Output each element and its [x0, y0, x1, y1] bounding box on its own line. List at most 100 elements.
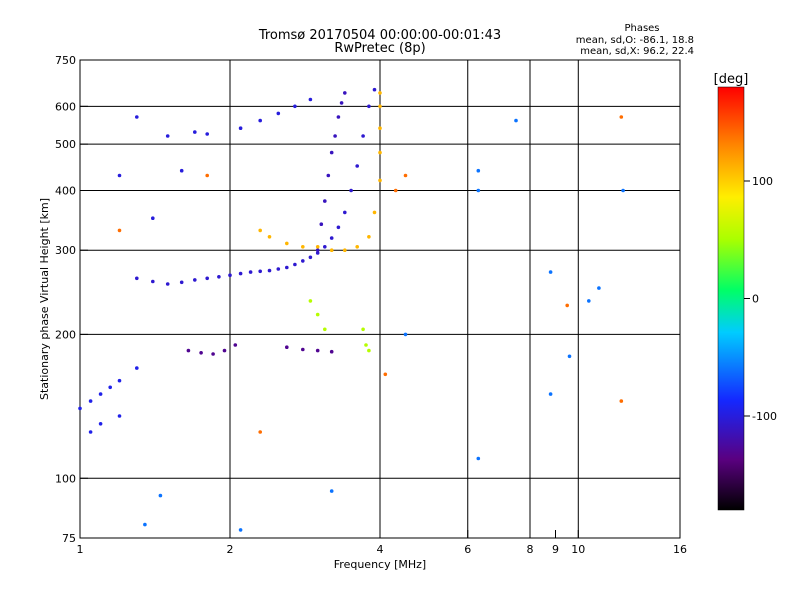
data-point [343, 248, 347, 252]
data-point [276, 267, 281, 271]
data-point [378, 104, 382, 109]
data-point [165, 282, 170, 286]
data-point [88, 399, 93, 403]
data-point [329, 150, 334, 155]
data-point [621, 188, 625, 193]
data-point [258, 118, 263, 123]
data-point [367, 235, 371, 239]
x-tick-label: 1 [77, 543, 84, 556]
x-tick-label: 6 [464, 543, 471, 556]
data-point [117, 414, 122, 418]
data-point [329, 349, 334, 354]
data-point [258, 228, 263, 233]
data-point [355, 245, 360, 249]
data-point [367, 104, 371, 109]
data-point [403, 332, 408, 337]
x-tick-label: 8 [527, 543, 534, 556]
data-point [476, 188, 481, 193]
grid-layer [80, 60, 680, 538]
data-point [355, 164, 360, 168]
data-point [135, 276, 139, 281]
x-tick-label: 9 [552, 543, 559, 556]
data-point [238, 126, 243, 130]
data-point [117, 173, 122, 178]
data-point [135, 366, 139, 370]
x-tick-label: 4 [377, 543, 384, 556]
chart-title-line1: Tromsø 20170504 00:00:00-00:01:43 [258, 28, 501, 43]
data-point [117, 378, 122, 383]
data-point [293, 262, 297, 267]
data-point [285, 345, 289, 350]
data-point [378, 91, 382, 95]
data-point [548, 392, 553, 396]
colorbar-tick-label: 100 [752, 175, 773, 188]
data-point [117, 228, 122, 233]
data-point [319, 222, 324, 226]
colorbar-tick-label: 0 [752, 293, 759, 306]
y-axis-label: Stationary phase Virtual Height [km] [38, 198, 51, 400]
data-point [315, 248, 320, 252]
data-point [323, 327, 327, 332]
data-point [98, 422, 103, 426]
data-point [301, 245, 305, 249]
data-point [211, 352, 215, 356]
phases-line-x: mean, sd,X: 96.2, 22.4 [580, 46, 694, 57]
data-point [135, 115, 139, 119]
data-point [248, 270, 253, 274]
data-point [315, 348, 320, 353]
data-point [179, 168, 184, 173]
data-point [315, 245, 320, 249]
data-point [336, 225, 341, 230]
y-tick-label: 500 [55, 138, 76, 151]
data-point [339, 101, 344, 105]
colorbar-tick-label: -100 [752, 410, 777, 423]
data-point [238, 271, 243, 276]
data-point [293, 104, 297, 109]
data-point [323, 199, 327, 203]
data-point [361, 134, 365, 138]
data-point [361, 327, 365, 332]
data-point [151, 279, 155, 284]
data-point [514, 118, 518, 123]
data-point [108, 385, 112, 390]
data-point [476, 456, 481, 461]
data-point [333, 134, 337, 138]
data-point [565, 303, 569, 308]
y-tick-label: 400 [55, 184, 76, 197]
chart-title-line2: RwPretec (8p) [334, 41, 425, 56]
data-point [476, 168, 481, 173]
data-point [238, 528, 243, 532]
x-axis-label: Frequency [MHz] [334, 558, 426, 571]
data-points-layer [78, 87, 625, 532]
data-point [193, 130, 197, 134]
data-point [323, 245, 327, 249]
data-point [228, 273, 232, 278]
data-point [308, 299, 313, 303]
y-tick-label: 75 [62, 532, 76, 545]
data-point [98, 392, 103, 396]
data-point [301, 347, 305, 352]
x-tick-label: 16 [673, 543, 687, 556]
data-point [364, 343, 368, 347]
data-point [193, 278, 197, 282]
data-point [315, 251, 320, 255]
data-point [567, 354, 572, 359]
data-point [233, 343, 238, 347]
data-point [308, 97, 313, 102]
colorbar-ticks: 100 0 -100 [744, 175, 777, 423]
data-point [372, 210, 377, 215]
data-point [199, 351, 203, 355]
data-point [329, 489, 334, 493]
data-point [619, 399, 624, 403]
data-point [267, 235, 272, 239]
data-point [372, 87, 377, 92]
y-tick-label: 300 [55, 244, 76, 257]
data-point [143, 522, 147, 527]
tick-layer: 1 2 4 6 8 9 10 16 75 100 200 300 400 500 600 750 [55, 54, 687, 556]
data-point [597, 286, 601, 290]
data-point [367, 348, 371, 353]
data-point [403, 173, 408, 178]
data-point [308, 255, 313, 260]
